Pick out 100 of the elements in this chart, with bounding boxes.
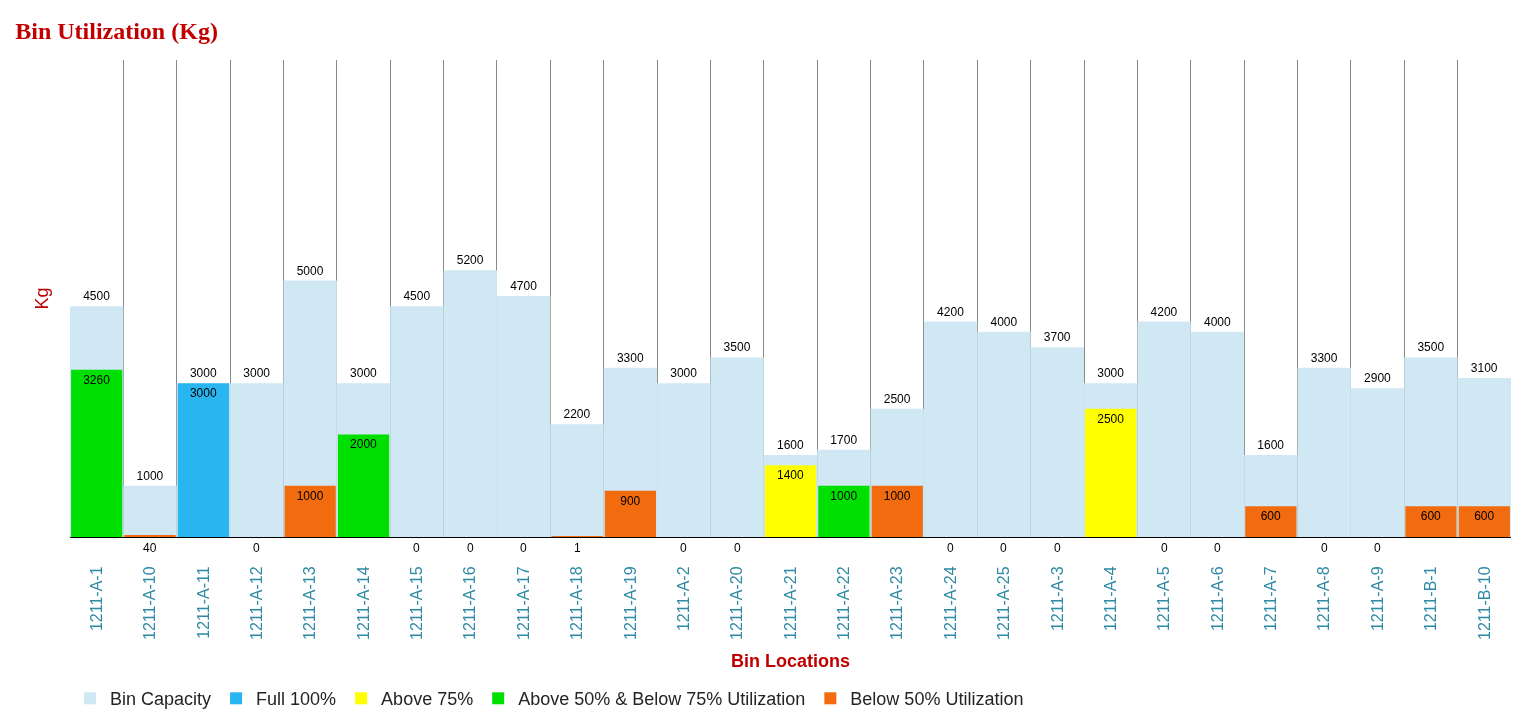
bar (71, 369, 123, 537)
data-label: 0 (680, 541, 687, 555)
data-label: 3000 (189, 366, 217, 381)
data-label: 3300 (1310, 350, 1338, 365)
data-label: 1700 (830, 432, 858, 447)
bar (337, 434, 390, 537)
x-axis-title: Bin Locations (730, 651, 851, 672)
data-label: 1000 (136, 468, 164, 483)
x-tick-label: 1211-B-10 (1475, 566, 1493, 640)
x-tick-label: 1211-A-13 (301, 566, 319, 640)
bar (1405, 506, 1457, 537)
x-tick-label: 1211-A-24 (941, 566, 959, 640)
data-label: 4000 (990, 314, 1018, 329)
bar (818, 485, 870, 537)
data-label: 2900 (1364, 371, 1392, 386)
data-label: 1000 (296, 488, 324, 503)
data-label: 600 (1260, 509, 1282, 524)
bar (871, 485, 923, 537)
data-label: 2200 (563, 407, 591, 422)
x-tick-label: 1211-A-20 (728, 566, 746, 640)
data-label: 5200 (456, 253, 484, 268)
data-label: 0 (1321, 541, 1328, 555)
x-tick-label: 1211-A-9 (1368, 566, 1386, 632)
data-label: 1400 (776, 468, 805, 483)
x-tick-label: 1211-A-22 (835, 566, 853, 640)
data-label: 900 (620, 493, 641, 508)
x-tick-label: 1211-A-17 (514, 566, 532, 640)
data-label: 1 (574, 541, 581, 555)
data-label: 3000 (1097, 366, 1125, 381)
data-label: 1000 (830, 488, 858, 503)
data-label: 0 (253, 541, 260, 555)
data-label: 3700 (1043, 330, 1071, 345)
data-label: 0 (1374, 541, 1381, 555)
y-axis-title: Kg (32, 287, 53, 310)
data-label: 0 (947, 541, 954, 555)
x-tick-label: 1211-A-12 (248, 566, 265, 640)
x-tick-label: 1211-A-15 (408, 566, 426, 640)
data-label: 2500 (1097, 411, 1125, 426)
data-label: 1600 (1257, 437, 1285, 452)
data-label: 0 (467, 541, 474, 555)
data-label: 0 (520, 541, 527, 555)
x-tick-label: 1211-A-4 (1101, 566, 1119, 632)
data-label: 4700 (510, 278, 538, 293)
data-label: 3300 (616, 350, 644, 365)
x-tick-label: 1211-A-11 (194, 566, 212, 639)
data-label: 3500 (723, 340, 751, 355)
x-tick-label: 1211-A-21 (781, 566, 799, 640)
data-label: 1000 (883, 488, 911, 503)
data-label: 3500 (1417, 340, 1445, 355)
x-tick-label: 1211-A-14 (354, 566, 372, 640)
x-tick-label: 1211-A-23 (888, 566, 906, 640)
x-tick-label: 1211-A-6 (1208, 566, 1226, 632)
data-label: 0 (1161, 541, 1168, 555)
bar (284, 485, 336, 537)
x-tick-label: 1211-A-1 (87, 566, 105, 632)
data-label: 3000 (670, 366, 698, 381)
legend-label: Below 50% Utilization (850, 689, 1024, 710)
data-label: 1600 (776, 437, 805, 452)
data-label: 0 (1000, 541, 1007, 555)
legend-label: Full 100% (256, 689, 337, 710)
x-tick-label: 1211-B-1 (1422, 566, 1440, 632)
x-tick-label: 1211-A-18 (568, 566, 586, 640)
data-label: 2000 (350, 437, 378, 452)
x-tick-label: 1211-A-5 (1155, 566, 1173, 632)
data-label: 600 (1474, 509, 1495, 524)
legend-label: Bin Capacity (110, 689, 212, 710)
bar (764, 465, 817, 537)
bar (1245, 506, 1297, 537)
data-label: 4500 (403, 289, 431, 304)
x-tick-label: 1211-A-3 (1048, 566, 1066, 632)
data-label: 4500 (83, 289, 111, 304)
data-label: 600 (1420, 509, 1442, 524)
bar (124, 534, 176, 537)
data-label: 4200 (937, 304, 965, 319)
data-label: 2500 (883, 391, 911, 406)
data-label: 0 (1054, 541, 1061, 555)
x-tick-label: 1211-A-2 (674, 566, 692, 632)
data-label: 5000 (296, 263, 324, 278)
x-tick-label: 1211-A-19 (621, 566, 639, 640)
data-label: 0 (413, 541, 420, 555)
bar (604, 490, 657, 537)
x-tick-label: 1211-A-25 (995, 566, 1013, 640)
bar (1085, 408, 1137, 537)
x-tick-label: 1211-A-16 (461, 566, 479, 640)
data-label: 3000 (189, 386, 217, 401)
data-label: 4000 (1203, 314, 1231, 329)
data-label: 4200 (1150, 304, 1178, 319)
bar (1458, 506, 1510, 537)
data-label: 0 (1214, 541, 1221, 555)
data-label: 40 (143, 541, 157, 555)
data-label: 3260 (83, 372, 111, 387)
data-label: 3000 (243, 366, 271, 381)
data-label: 3000 (350, 366, 378, 381)
data-label: 3100 (1470, 361, 1498, 375)
legend-label: Above 75% (381, 689, 474, 710)
legend-label: Above 50% & Below 75% Utilization (518, 689, 806, 710)
x-tick-label: 1211-A-10 (141, 566, 159, 640)
data-label: 0 (734, 541, 741, 555)
chart-title: Bin Utilization (Kg) (15, 17, 218, 44)
x-tick-label: 1211-A-8 (1315, 566, 1333, 632)
